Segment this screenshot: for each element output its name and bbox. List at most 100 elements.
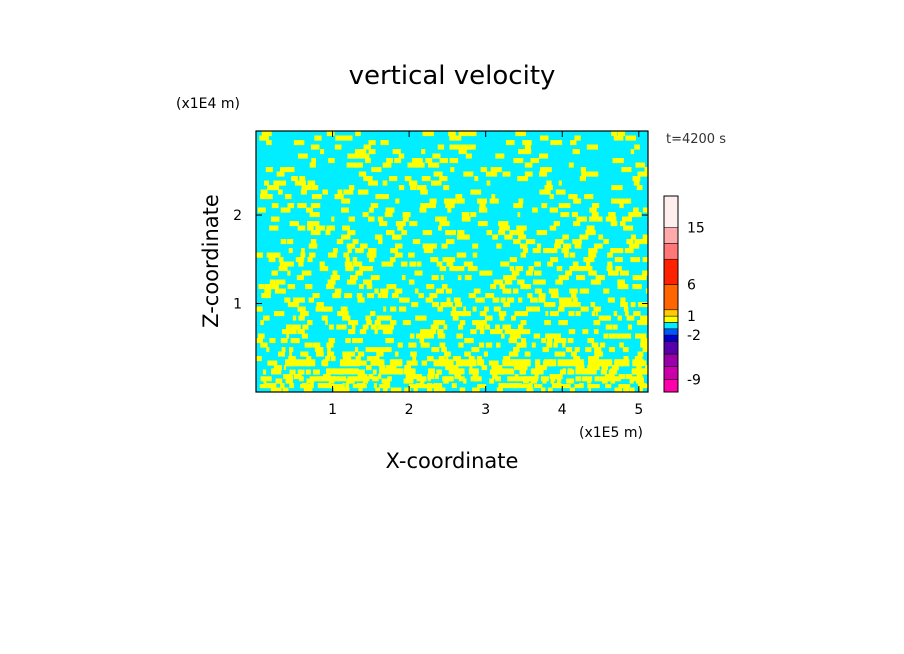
surface-updraft — [566, 359, 578, 367]
y-ticks: 12 — [233, 208, 648, 313]
updraft-cell — [636, 185, 643, 191]
updraft-cell — [267, 360, 274, 366]
updraft-cell — [278, 257, 284, 263]
updraft-cell — [525, 239, 536, 245]
surface-updraft — [562, 368, 567, 375]
updraft-cell — [521, 311, 528, 317]
updraft-cell — [309, 221, 318, 227]
updraft-cell — [336, 239, 344, 245]
updraft-cell — [358, 270, 363, 276]
updraft-cell — [634, 356, 642, 362]
updraft-cell — [641, 333, 647, 339]
updraft-cell — [639, 387, 643, 392]
updraft-cell — [611, 185, 623, 191]
updraft-cell — [348, 329, 356, 335]
updraft-cell — [274, 288, 281, 294]
surface-updraft — [361, 384, 367, 389]
updraft-cell — [621, 167, 632, 173]
updraft-cell — [416, 261, 422, 267]
updraft-cell — [411, 374, 420, 380]
updraft-cell — [308, 243, 318, 249]
updraft-cell — [626, 315, 635, 321]
surface-updraft — [470, 376, 482, 382]
updraft-cell — [624, 248, 634, 254]
updraft-cell — [479, 203, 486, 209]
updraft-cell — [494, 279, 501, 285]
updraft-cell — [589, 216, 597, 222]
updraft-cell — [301, 270, 308, 276]
surface-updraft — [271, 368, 278, 375]
updraft-cell — [397, 225, 404, 231]
updraft-cell — [544, 320, 551, 326]
surface-updraft — [601, 359, 613, 367]
updraft-cell — [504, 279, 513, 285]
colorbar-bin — [663, 195, 679, 228]
updraft-cell — [490, 360, 499, 366]
updraft-cell — [457, 230, 465, 236]
updraft-cell — [609, 212, 615, 218]
updraft-cell — [569, 288, 578, 294]
updraft-cell — [589, 171, 597, 177]
updraft-cell — [560, 203, 571, 209]
updraft-cell — [635, 333, 643, 339]
updraft-cell — [555, 189, 566, 195]
updraft-cell — [459, 320, 466, 326]
updraft-cell — [571, 293, 577, 299]
colorbar-bin — [663, 315, 679, 323]
updraft-cell — [605, 216, 617, 222]
updraft-cell — [343, 252, 349, 258]
updraft-cell — [593, 279, 600, 285]
updraft-cell — [394, 252, 400, 258]
updraft-cell — [312, 342, 321, 348]
updraft-cell — [294, 140, 305, 146]
updraft-cell — [326, 225, 335, 231]
updraft-cell — [258, 284, 265, 290]
surface-updraft — [537, 368, 543, 375]
updraft-cell — [486, 230, 493, 236]
updraft-cell — [316, 351, 321, 357]
updraft-cell — [588, 387, 591, 392]
updraft-cell — [341, 311, 349, 317]
updraft-cell — [354, 149, 364, 155]
updraft-cell — [404, 365, 411, 371]
updraft-cell — [409, 378, 414, 384]
surface-updraft — [524, 359, 531, 367]
updraft-cell — [627, 324, 632, 330]
updraft-cell — [645, 365, 648, 371]
updraft-cell — [399, 306, 407, 312]
updraft-cell — [355, 356, 361, 362]
updraft-cell — [491, 365, 500, 371]
updraft-cell — [636, 320, 644, 326]
surface-updraft — [299, 376, 304, 382]
surface-updraft — [507, 376, 519, 382]
updraft-cell — [352, 257, 358, 263]
updraft-cell — [325, 320, 328, 326]
time-label: t=4200 s — [666, 132, 726, 147]
surface-updraft — [309, 376, 318, 382]
updraft-cell — [503, 356, 511, 362]
updraft-cell — [351, 324, 356, 330]
updraft-cell — [532, 207, 538, 213]
updraft-cell — [468, 293, 476, 299]
updraft-cell — [325, 230, 331, 236]
updraft-cell — [558, 275, 565, 281]
updraft-cell — [308, 297, 315, 303]
updraft-cell — [342, 351, 351, 357]
updraft-cell — [394, 351, 399, 357]
updraft-cell — [427, 356, 434, 362]
updraft-cell — [443, 324, 448, 330]
updraft-cell — [356, 383, 365, 389]
surface-updraft — [588, 359, 599, 367]
updraft-cell — [266, 140, 272, 146]
surface-updraft — [563, 384, 569, 389]
updraft-cell — [525, 270, 533, 276]
updraft-cell — [545, 311, 549, 317]
updraft-cell — [550, 140, 563, 146]
updraft-cell — [544, 185, 553, 191]
updraft-cell — [551, 383, 559, 389]
surface-updraft — [577, 359, 585, 367]
updraft-cell — [453, 297, 461, 303]
updraft-cell — [358, 284, 364, 290]
colorbar-bin — [663, 353, 679, 367]
updraft-cell — [641, 302, 647, 308]
